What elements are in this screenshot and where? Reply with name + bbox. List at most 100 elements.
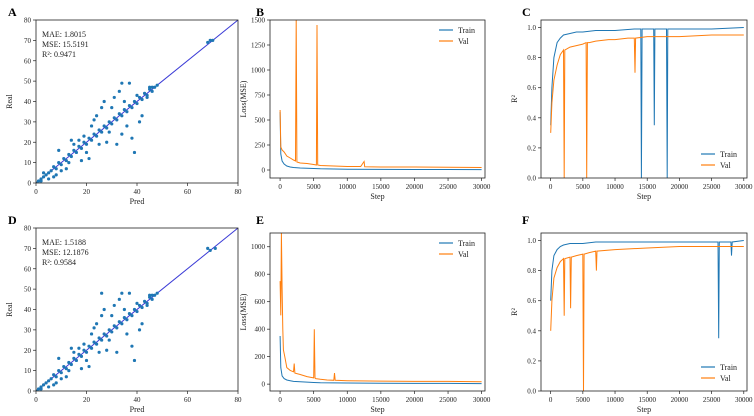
scatter-point <box>95 114 99 118</box>
y-tick-label: 0.0 <box>527 175 536 183</box>
scatter-point <box>74 150 78 155</box>
x-tick-label: 20000 <box>406 183 424 191</box>
y-tick-label: 1500 <box>251 17 266 25</box>
y-tick-label: 30 <box>24 326 32 334</box>
scatter-point <box>87 156 91 161</box>
scatter-point <box>100 314 104 318</box>
scatter-point <box>130 106 134 110</box>
scatter-point <box>155 291 159 295</box>
scatter-point <box>206 40 210 45</box>
scatter-point <box>100 106 104 110</box>
scatter-point <box>67 152 71 157</box>
y-tick-label: 500 <box>255 117 266 125</box>
scatter-point <box>107 328 111 332</box>
x-tick-label: 30000 <box>735 183 753 191</box>
scatter-point <box>47 379 51 383</box>
scatter-point <box>54 375 58 379</box>
scatter-point <box>112 324 116 328</box>
legend-label: Val <box>458 250 469 259</box>
scatter-point <box>142 91 147 95</box>
y-tick-label: 0.8 <box>527 267 536 275</box>
metric-label: MSE: 12.1876 <box>42 248 89 257</box>
panel-c: C 0 5000 10000 15000 20000 25000 30000 0.0 0.2 0.4… <box>510 5 753 201</box>
y-tick-label: 50 <box>24 78 32 86</box>
scatter-point <box>69 138 73 142</box>
scatter-point <box>107 120 111 124</box>
scatter-point <box>89 124 94 128</box>
y-axis-label: Real <box>5 93 14 108</box>
scatter-point <box>140 322 144 326</box>
scatter-point <box>150 293 154 297</box>
scatter-point <box>130 314 134 318</box>
x-tick-label: 0 <box>549 183 553 191</box>
scatter-point <box>120 114 124 118</box>
plot-frame <box>269 19 486 179</box>
y-tick-label: 0.2 <box>527 357 536 365</box>
legend-label: Val <box>720 161 731 170</box>
scatter-point <box>92 326 96 330</box>
scatter-point <box>153 293 157 297</box>
scatter-point <box>122 108 126 112</box>
scatter-point <box>105 126 109 130</box>
scatter-point <box>132 307 137 312</box>
y-axis-label: Loss(MSE) <box>239 80 248 117</box>
scatter-point <box>57 161 61 165</box>
scatter-point <box>97 142 101 146</box>
x-tick-label: 15000 <box>372 396 390 404</box>
scatter-point <box>72 148 76 152</box>
scatter-point <box>105 348 109 352</box>
scatter-point <box>39 387 43 391</box>
scatter-point <box>84 350 89 354</box>
scatter-point <box>69 362 73 367</box>
x-tick-label: 10000 <box>606 396 624 404</box>
x-tick-label: 10000 <box>339 183 357 191</box>
scatter-point <box>132 99 137 104</box>
scatter-point <box>49 169 53 173</box>
y-tick-label: 40 <box>24 306 32 314</box>
x-tick-label: 60 <box>184 396 192 404</box>
x-tick-label: 0 <box>549 396 553 404</box>
y-tick-label: 10 <box>24 159 32 167</box>
scatter-point <box>54 167 58 171</box>
scatter-point <box>41 175 46 179</box>
y-tick-label: 60 <box>24 265 32 273</box>
x-axis-label: Pred <box>130 405 145 414</box>
y-tick-label: 600 <box>255 298 266 306</box>
scatter-point <box>41 171 46 175</box>
y-tick-label: 250 <box>255 142 266 150</box>
scatter-point <box>89 332 94 336</box>
panel-b: B 0 5000 10000 15000 20000 25000 30000 0 250 500 75… <box>239 5 491 201</box>
scatter-point <box>62 364 66 369</box>
scatter-point <box>84 358 89 363</box>
scatter-point <box>79 146 84 150</box>
x-tick-label: 40 <box>134 396 142 404</box>
x-tick-label: 10000 <box>339 396 357 404</box>
y-tick-label: 0.4 <box>527 327 536 335</box>
x-tick-label: 20000 <box>671 183 689 191</box>
scatter-point <box>82 342 86 346</box>
scatter-point <box>64 167 68 171</box>
scatter-point <box>44 381 48 385</box>
series-line-val <box>550 246 744 391</box>
scatter-point <box>95 322 99 326</box>
y-tick-label: 0 <box>28 388 32 396</box>
scatter-point <box>145 303 149 308</box>
x-tick-label: 20 <box>83 396 91 404</box>
scatter-point <box>117 89 121 93</box>
scatter-point <box>110 330 114 334</box>
scatter-point <box>47 385 51 389</box>
scatter-point <box>36 179 41 183</box>
scatter-point <box>125 110 129 114</box>
scatter-point <box>59 163 63 167</box>
scatter-point <box>100 291 104 295</box>
scatter-point <box>208 248 212 253</box>
y-tick-label: 1250 <box>251 42 266 50</box>
scatter-point <box>107 130 111 134</box>
plot-frame <box>35 227 239 392</box>
x-tick-label: 0 <box>34 188 38 196</box>
scatter-point <box>69 346 73 350</box>
scatter-point <box>105 140 109 144</box>
scatter-point <box>137 303 142 308</box>
x-tick-label: 15000 <box>638 396 656 404</box>
panel-d: D 0 20 40 60 80 0 10 20 30 40 50 60 70 80 Pred Real MAE: … <box>5 213 242 414</box>
